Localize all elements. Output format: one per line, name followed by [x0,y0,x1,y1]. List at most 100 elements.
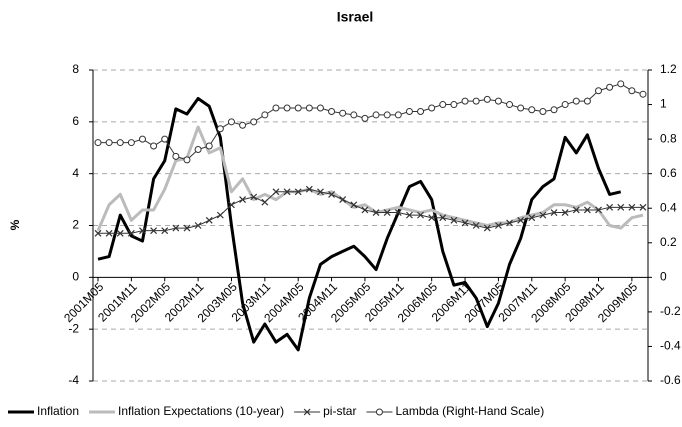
y-tick-label: -2 [68,321,79,335]
point [394,111,402,119]
point [550,209,558,216]
point [105,139,113,147]
chart-title: Israel [337,9,374,25]
y-tick-label: 0 [72,270,79,284]
point [528,214,536,222]
point [216,211,224,219]
point [94,229,102,237]
y2-tick-label: 0.6 [660,166,677,180]
point [105,229,113,237]
series-line [97,97,622,352]
point [127,229,135,237]
point [161,135,169,143]
point [328,190,335,198]
point [606,83,614,91]
point [350,111,358,119]
point [439,101,447,109]
series-line [98,188,643,234]
legend: Inflation Inflation Expectations (10-year… [8,404,544,418]
point [561,209,569,216]
point [127,139,135,147]
point [383,111,391,119]
point [572,206,580,214]
y-tick-label: 4 [72,166,79,180]
y2-tick-label: 1 [660,97,667,111]
y2-tick-label: 0.8 [660,131,677,145]
point [472,222,480,229]
point [139,227,146,235]
point [283,104,291,112]
point [483,224,491,232]
point [461,219,469,227]
point [472,97,480,105]
point [372,209,380,216]
point [461,97,469,105]
point [539,107,547,115]
point [328,107,336,115]
point [572,97,580,105]
point [350,201,358,209]
point [506,101,514,109]
point [261,111,269,119]
legend-label: Lambda (Right-Hand Scale) [395,404,544,418]
point [394,209,402,216]
point [150,227,158,235]
y2-tick-label: -0.6 [660,373,681,387]
point [172,152,180,160]
point [194,222,202,229]
y-tick-label: 2 [72,218,79,232]
point [517,216,525,224]
point [550,106,558,114]
point [227,118,235,126]
point [94,139,102,147]
point [205,216,213,224]
point [339,109,347,117]
point [583,97,591,105]
point [428,104,436,112]
y-axis-label: % [8,219,22,230]
point [183,156,191,164]
point [250,193,258,201]
y2-tick-label: -0.2 [660,304,681,318]
point [450,101,458,109]
y2-tick-label: 0 [660,270,667,284]
point [439,214,447,222]
point [528,106,536,114]
point [606,203,614,211]
point [283,188,291,196]
y-tick-label: 6 [72,114,79,128]
point [539,211,547,219]
point [138,135,146,143]
point [250,118,258,126]
point [116,229,124,237]
point [239,196,247,204]
point [405,107,413,115]
point [595,87,603,95]
point [183,224,191,232]
point [272,104,280,112]
point [628,203,636,211]
point [428,214,436,222]
series-line [96,125,644,232]
point [216,125,224,133]
point [617,203,625,211]
point [383,209,391,216]
point [261,198,269,206]
point [317,188,324,196]
point [161,227,169,235]
point [272,188,280,196]
y-tick-label: 8 [72,62,79,76]
point [205,142,213,150]
y2-tick-label: 1.2 [660,62,677,76]
legend-label: Inflation [37,404,79,418]
point [494,222,502,229]
point [494,97,502,105]
y2-tick-label: 0.2 [660,235,677,249]
point [305,104,313,112]
point [450,216,458,224]
point [517,104,525,112]
point [294,188,302,196]
point [628,87,636,95]
point [417,107,425,115]
legend-marker [303,408,311,416]
